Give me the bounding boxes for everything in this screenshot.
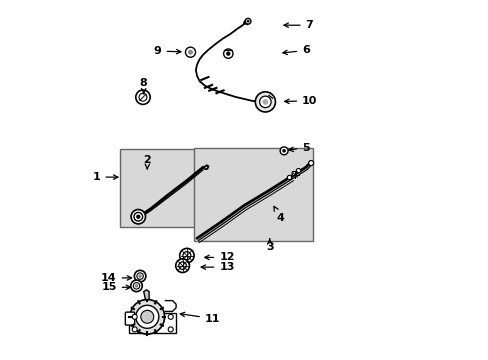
Circle shape [246, 20, 249, 23]
Text: 13: 13 [201, 262, 234, 272]
Circle shape [280, 147, 287, 155]
Text: 6: 6 [282, 45, 309, 55]
Circle shape [287, 175, 291, 180]
Bar [120, 149, 206, 227]
FancyBboxPatch shape [125, 312, 134, 325]
Circle shape [141, 310, 153, 323]
Text: 15: 15 [101, 282, 130, 292]
Text: 12: 12 [204, 252, 234, 262]
Circle shape [134, 212, 142, 221]
Circle shape [223, 49, 232, 58]
Circle shape [175, 259, 189, 273]
Circle shape [185, 47, 195, 57]
Circle shape [168, 314, 173, 319]
Circle shape [262, 99, 268, 105]
Circle shape [255, 92, 275, 112]
Circle shape [168, 327, 173, 332]
Circle shape [136, 305, 159, 328]
Circle shape [133, 283, 140, 289]
Circle shape [131, 210, 145, 224]
Circle shape [136, 215, 140, 219]
Text: 7: 7 [284, 20, 313, 30]
Circle shape [132, 327, 137, 332]
Circle shape [179, 248, 194, 263]
Text: 10: 10 [284, 96, 317, 106]
Circle shape [244, 18, 250, 24]
Circle shape [132, 314, 137, 319]
Circle shape [187, 50, 193, 55]
Text: 3: 3 [265, 239, 273, 252]
Bar [194, 148, 312, 241]
Text: 14: 14 [101, 273, 131, 283]
Circle shape [296, 168, 300, 173]
Circle shape [183, 252, 190, 260]
Circle shape [179, 262, 186, 269]
Circle shape [137, 273, 143, 279]
Circle shape [259, 96, 270, 108]
Circle shape [134, 270, 145, 282]
Circle shape [308, 161, 313, 166]
Text: 5: 5 [288, 143, 309, 153]
Bar [129, 313, 176, 333]
Polygon shape [143, 290, 149, 300]
Circle shape [282, 149, 285, 153]
Text: 4: 4 [273, 206, 284, 223]
Circle shape [134, 284, 138, 288]
Text: 2: 2 [143, 155, 151, 168]
Circle shape [138, 274, 142, 278]
Text: 8: 8 [140, 78, 147, 94]
Circle shape [130, 300, 164, 334]
Text: 9: 9 [154, 46, 181, 56]
Text: 11: 11 [180, 312, 220, 324]
Text: 1: 1 [93, 172, 118, 182]
Circle shape [225, 51, 230, 56]
Circle shape [291, 171, 296, 176]
Circle shape [130, 280, 142, 292]
